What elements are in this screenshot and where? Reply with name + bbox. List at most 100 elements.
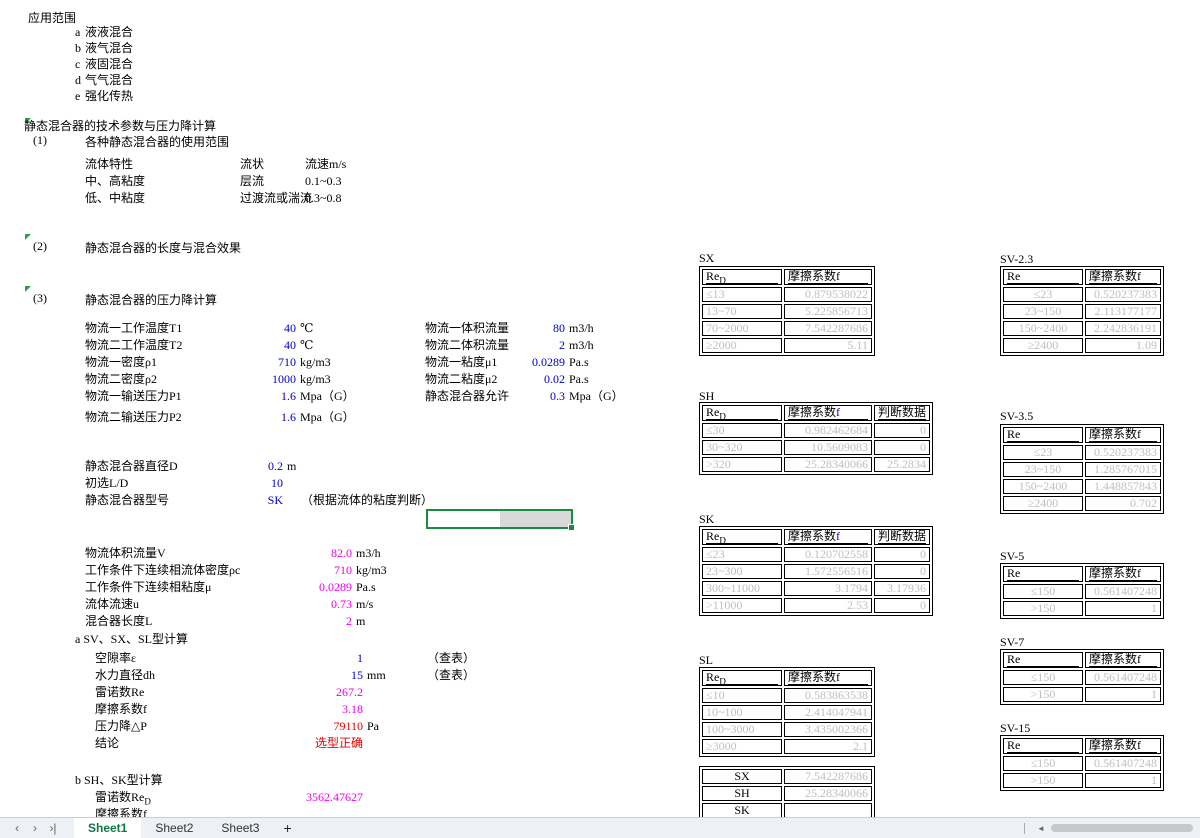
param-row[interactable]: 物流二体积流量 2 m3/h	[425, 337, 624, 354]
param-row[interactable]: 物流一密度ρ1 710 kg/m3	[85, 354, 355, 371]
param-value-cell[interactable]: 2	[346, 614, 352, 628]
param-value-cell[interactable]: 1	[357, 651, 363, 665]
param-value-cell[interactable]: 1.6	[281, 389, 296, 403]
param-value-cell[interactable]: 82.0	[331, 546, 352, 560]
table-row[interactable]: ≤10 0.583863538	[702, 688, 872, 703]
param-value-cell[interactable]: 0.0289	[532, 355, 565, 369]
table-row[interactable]: SH 25.28340066	[702, 786, 872, 801]
param-row[interactable]: 雷诺数Re 267.2	[95, 684, 475, 701]
param-row[interactable]: 物流体积流量V 82.0 m3/h	[85, 545, 387, 562]
table-row[interactable]: ≤23 0.120702558 0	[702, 547, 931, 562]
param-value-cell[interactable]: 15	[351, 668, 363, 682]
param-value-cell[interactable]: 0.3	[550, 389, 565, 403]
param-value-cell[interactable]: 40	[284, 321, 296, 335]
sheet-nav-icon[interactable]: ‹	[15, 821, 19, 835]
table-row[interactable]: ≤13 0.879538022	[702, 287, 872, 302]
param-row[interactable]: 混合器长度L 2 m	[85, 613, 387, 630]
table-row[interactable]: 150~2400 2.242836191	[1003, 321, 1161, 336]
param-value-cell[interactable]: 0.2	[268, 459, 283, 473]
param-row[interactable]: 物流一粘度μ1 0.0289 Pa.s	[425, 354, 624, 371]
param-row[interactable]: 流体流速u 0.73 m/s	[85, 596, 387, 613]
table-row[interactable]: 150~2400 1.448857843	[1003, 479, 1161, 494]
table-row[interactable]: >320 25.28340066 25.2834	[702, 457, 931, 472]
param-value-cell[interactable]: 267.2	[336, 685, 363, 699]
table-row[interactable]: 23~150 2.113177177	[1003, 304, 1161, 319]
param-row[interactable]: 物流二粘度μ2 0.02 Pa.s	[425, 371, 624, 388]
param-value-cell[interactable]: 1000	[272, 372, 296, 386]
param-value-cell[interactable]: 10	[271, 476, 283, 490]
usage-table-row[interactable]: 低、中粘度 过渡流或湍流 0.3~0.8	[85, 190, 346, 207]
param-value-cell[interactable]: 1.6	[281, 410, 296, 424]
table-row[interactable]: 100~3000 3.435002366	[702, 722, 872, 737]
param-row[interactable]: 初选L/D 10	[85, 475, 433, 492]
table-row[interactable]: 23~300 1.572556516 0	[702, 564, 931, 579]
param-row[interactable]: 静态混合器直径D 0.2 m	[85, 458, 433, 475]
param-row[interactable]: 静态混合器允许 0.3 Mpa（G）	[425, 388, 624, 405]
param-row[interactable]: 工作条件下连续相流体密度ρc 710 kg/m3	[85, 562, 387, 579]
sheet-nav-icon[interactable]: ›|	[49, 821, 57, 835]
table-row[interactable]: 300~11000 3.1794 3.17936	[702, 581, 931, 596]
table-row[interactable]: ≥2400 0.702	[1003, 496, 1161, 511]
param-value-cell[interactable]: 710	[334, 563, 352, 577]
table-row[interactable]: ≤23 0.520237383	[1003, 287, 1161, 302]
param-row[interactable]: 物流一工作温度T1 40 ℃	[85, 320, 355, 337]
param-row[interactable]: 雷诺数ReD 3562.47627	[95, 789, 363, 806]
usage-table-row[interactable]: 中、高粘度 层流 0.1~0.3	[85, 173, 346, 190]
param-value-cell[interactable]: 2	[559, 338, 565, 352]
table-row[interactable]: >150 1	[1003, 601, 1161, 616]
param-row[interactable]: 物流二工作温度T2 40 ℃	[85, 337, 355, 354]
table-row[interactable]: ≤23 0.520237383	[1003, 445, 1161, 460]
scrollbar-thumb[interactable]	[1050, 824, 1193, 832]
add-sheet-button[interactable]: +	[283, 820, 292, 836]
param-value-cell[interactable]: 40	[284, 338, 296, 352]
sheet-tab[interactable]: Sheet2	[155, 821, 194, 835]
sheet-tab[interactable]: Sheet1	[74, 818, 142, 838]
usage-table-row[interactable]: 流体特性 流状 流速m/s	[85, 156, 346, 173]
scroll-left-icon[interactable]: ◄	[1037, 823, 1045, 833]
sheet-nav-icon[interactable]: ›	[33, 821, 37, 835]
scope-item[interactable]: c 液固混合	[75, 56, 133, 72]
param-value-cell[interactable]: 3.18	[342, 702, 363, 716]
param-row[interactable]: 物流一体积流量 80 m3/h	[425, 320, 624, 337]
scope-item[interactable]: a 液液混合	[75, 24, 133, 40]
param-row[interactable]: 物流一输送压力P1 1.6 Mpa（G）	[85, 388, 355, 405]
param-row[interactable]: 摩擦系数f 3.18	[95, 701, 475, 718]
param-row[interactable]: 压力降△P 79110 Pa	[95, 718, 475, 735]
scope-item[interactable]: e 强化传热	[75, 88, 133, 104]
table-row[interactable]: ≥2400 1.09	[1003, 338, 1161, 353]
fill-handle[interactable]	[568, 524, 575, 531]
table-row[interactable]: >150 1	[1003, 773, 1161, 788]
scope-item[interactable]: b 液气混合	[75, 40, 133, 56]
param-row[interactable]: 物流二输送压力P2 1.6 Mpa（G）	[85, 409, 355, 426]
param-value-cell[interactable]: 710	[278, 355, 296, 369]
selected-cell-range[interactable]	[426, 509, 575, 531]
param-value-cell[interactable]: 80	[553, 321, 565, 335]
table-row[interactable]: 70~2000 7.542287686	[702, 321, 872, 336]
table-row[interactable]: SK	[702, 803, 872, 818]
table-row[interactable]: ≥3000 2.1	[702, 739, 872, 754]
param-value-cell[interactable]: 3562.47627	[306, 790, 363, 804]
table-row[interactable]: ≤150 0.561407248	[1003, 756, 1161, 771]
table-row[interactable]: 10~100 2.414047941	[702, 705, 872, 720]
param-value-cell[interactable]: SK	[267, 493, 283, 507]
sheet-tab[interactable]: Sheet3	[221, 821, 260, 835]
param-value-cell[interactable]: 0.02	[544, 372, 565, 386]
param-row[interactable]: 水力直径dh 15 mm （查表）	[95, 667, 475, 684]
param-row[interactable]: 物流二密度ρ2 1000 kg/m3	[85, 371, 355, 388]
table-row[interactable]: ≤30 0.982462684 0	[702, 423, 931, 438]
param-row[interactable]: 结论 选型正确	[95, 735, 475, 752]
scope-item[interactable]: d 气气混合	[75, 72, 133, 88]
table-row[interactable]: ≥2000 5.11	[702, 338, 872, 353]
table-row[interactable]: ≤150 0.561407248	[1003, 584, 1161, 599]
table-row[interactable]: 23~150 1.285767015	[1003, 462, 1161, 477]
param-row[interactable]: 静态混合器型号 SK （根据流体的粘度判断）	[85, 492, 433, 509]
param-value-cell[interactable]: 0.0289	[319, 580, 352, 594]
table-row[interactable]: 13~70 5.225856713	[702, 304, 872, 319]
table-row[interactable]: >11000 2.53 0	[702, 598, 931, 613]
param-row[interactable]: 空隙率ε 1 （查表）	[95, 650, 475, 667]
param-value-cell[interactable]: 0.73	[331, 597, 352, 611]
table-row[interactable]: ≤150 0.561407248	[1003, 670, 1161, 685]
param-row[interactable]: 工作条件下连续相粘度μ 0.0289 Pa.s	[85, 579, 387, 596]
param-value-cell[interactable]: 79110	[333, 719, 363, 733]
